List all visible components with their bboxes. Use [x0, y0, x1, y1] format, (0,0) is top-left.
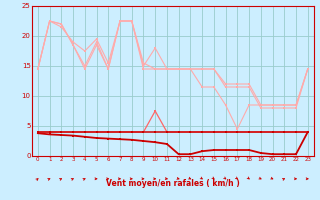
- X-axis label: Vent moyen/en rafales ( km/h ): Vent moyen/en rafales ( km/h ): [106, 179, 240, 188]
